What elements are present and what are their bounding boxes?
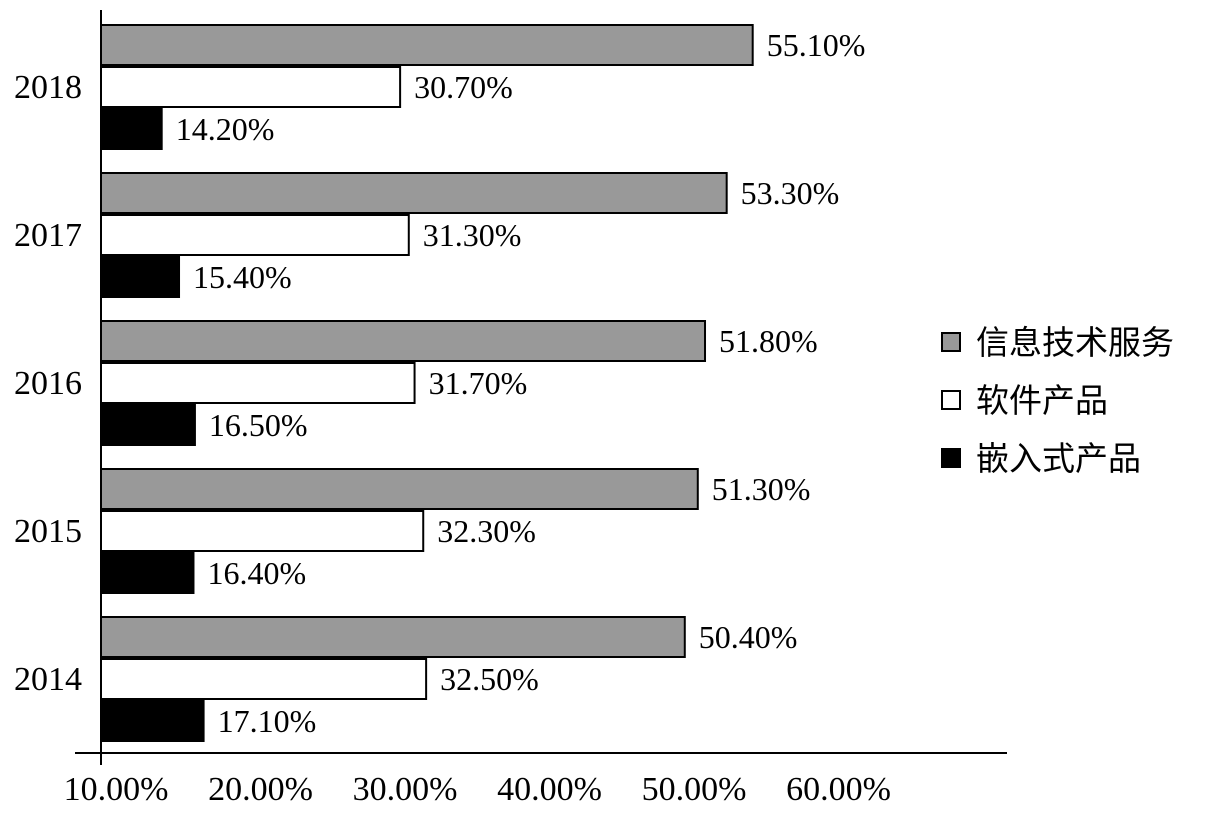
bar-2016-embedded: [100, 404, 196, 446]
legend-swatch: [941, 448, 961, 468]
data-label: 15.40%: [193, 259, 292, 295]
axes-group: 2018 2017 2016 2015 2014 10.00% 20.00% 30.00% 40…: [14, 10, 1007, 808]
data-label: 51.80%: [719, 323, 818, 359]
data-label: 17.10%: [218, 703, 317, 739]
bar-2015-software: [100, 510, 425, 552]
legend-label: 信息技术服务: [976, 323, 1174, 362]
data-label: 16.40%: [207, 555, 306, 591]
bar-2015-it-service: [100, 468, 699, 510]
legend-label: 软件产品: [976, 381, 1108, 420]
bar-2014-it-service: [100, 616, 686, 658]
data-label: 51.30%: [712, 471, 811, 507]
bar-2014-embedded: [100, 700, 205, 742]
data-label: 14.20%: [176, 111, 275, 147]
x-tick-label: 20.00%: [208, 771, 313, 808]
data-label: 55.10%: [767, 27, 866, 63]
y-tick-label: 2017: [14, 217, 82, 254]
x-tick-label: 50.00%: [642, 771, 747, 808]
y-tick-label: 2018: [14, 69, 82, 106]
data-label: 50.40%: [699, 619, 798, 655]
bar-2018-embedded: [100, 108, 163, 150]
bar-2016-software: [100, 362, 416, 404]
x-tick-label: 30.00%: [353, 771, 458, 808]
data-label: 32.30%: [437, 513, 536, 549]
bar-2016-it-service: [100, 320, 707, 362]
legend-label: 嵌入式产品: [976, 439, 1141, 478]
data-label: 32.50%: [440, 661, 539, 697]
bar-2018-software: [100, 66, 402, 108]
bar-2017-software: [100, 214, 410, 256]
data-label: 16.50%: [209, 407, 308, 443]
bar-2014-software: [100, 658, 428, 700]
x-tick-label: 60.00%: [786, 771, 891, 808]
y-tick-label: 2014: [14, 661, 82, 698]
legend-swatch: [941, 390, 961, 410]
y-tick-label: 2015: [14, 513, 82, 550]
x-tick-label: 10.00%: [64, 771, 169, 808]
data-label: 53.30%: [741, 175, 840, 211]
y-tick-label: 2016: [14, 365, 82, 402]
data-label: 31.70%: [429, 365, 528, 401]
legend-swatch: [941, 332, 961, 352]
bars-group: 55.10% 30.70% 14.20% 53.30% 31.30% 15.40% 51.8…: [100, 24, 866, 742]
bar-2015-embedded: [100, 552, 195, 594]
x-tick-label: 40.00%: [497, 771, 602, 808]
data-label: 31.30%: [423, 217, 522, 253]
bar-2017-it-service: [100, 172, 728, 214]
bar-2018-it-service: [100, 24, 754, 66]
bar-2017-embedded: [100, 256, 181, 298]
data-label: 30.70%: [414, 69, 513, 105]
